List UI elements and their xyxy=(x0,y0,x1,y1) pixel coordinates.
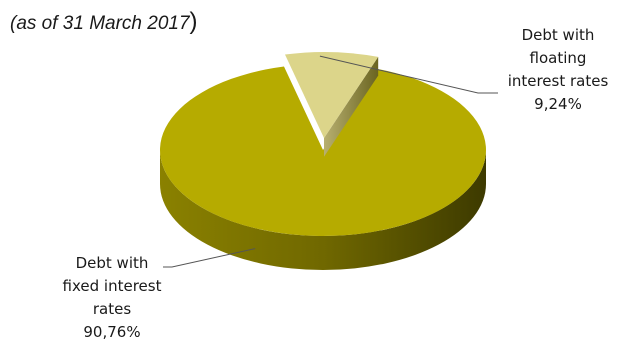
floating-label: Debt with floating interest rates 9,24% xyxy=(508,26,609,113)
slice-floating-side xyxy=(324,56,379,157)
slice-floating-interest xyxy=(284,52,379,139)
floating-value-label: 9,24% xyxy=(534,95,582,113)
slice-fixed-side xyxy=(160,150,486,270)
fixed-value-label: 90,76% xyxy=(83,323,140,341)
fixed-label: Debt with fixed interest rates 90,76% xyxy=(63,254,162,341)
fixed-leader-line xyxy=(163,248,256,268)
slice-fixed-interest xyxy=(159,66,486,236)
chart-subtitle: (as of 31 March 2017) xyxy=(10,8,198,35)
floating-leader-line xyxy=(319,55,498,94)
